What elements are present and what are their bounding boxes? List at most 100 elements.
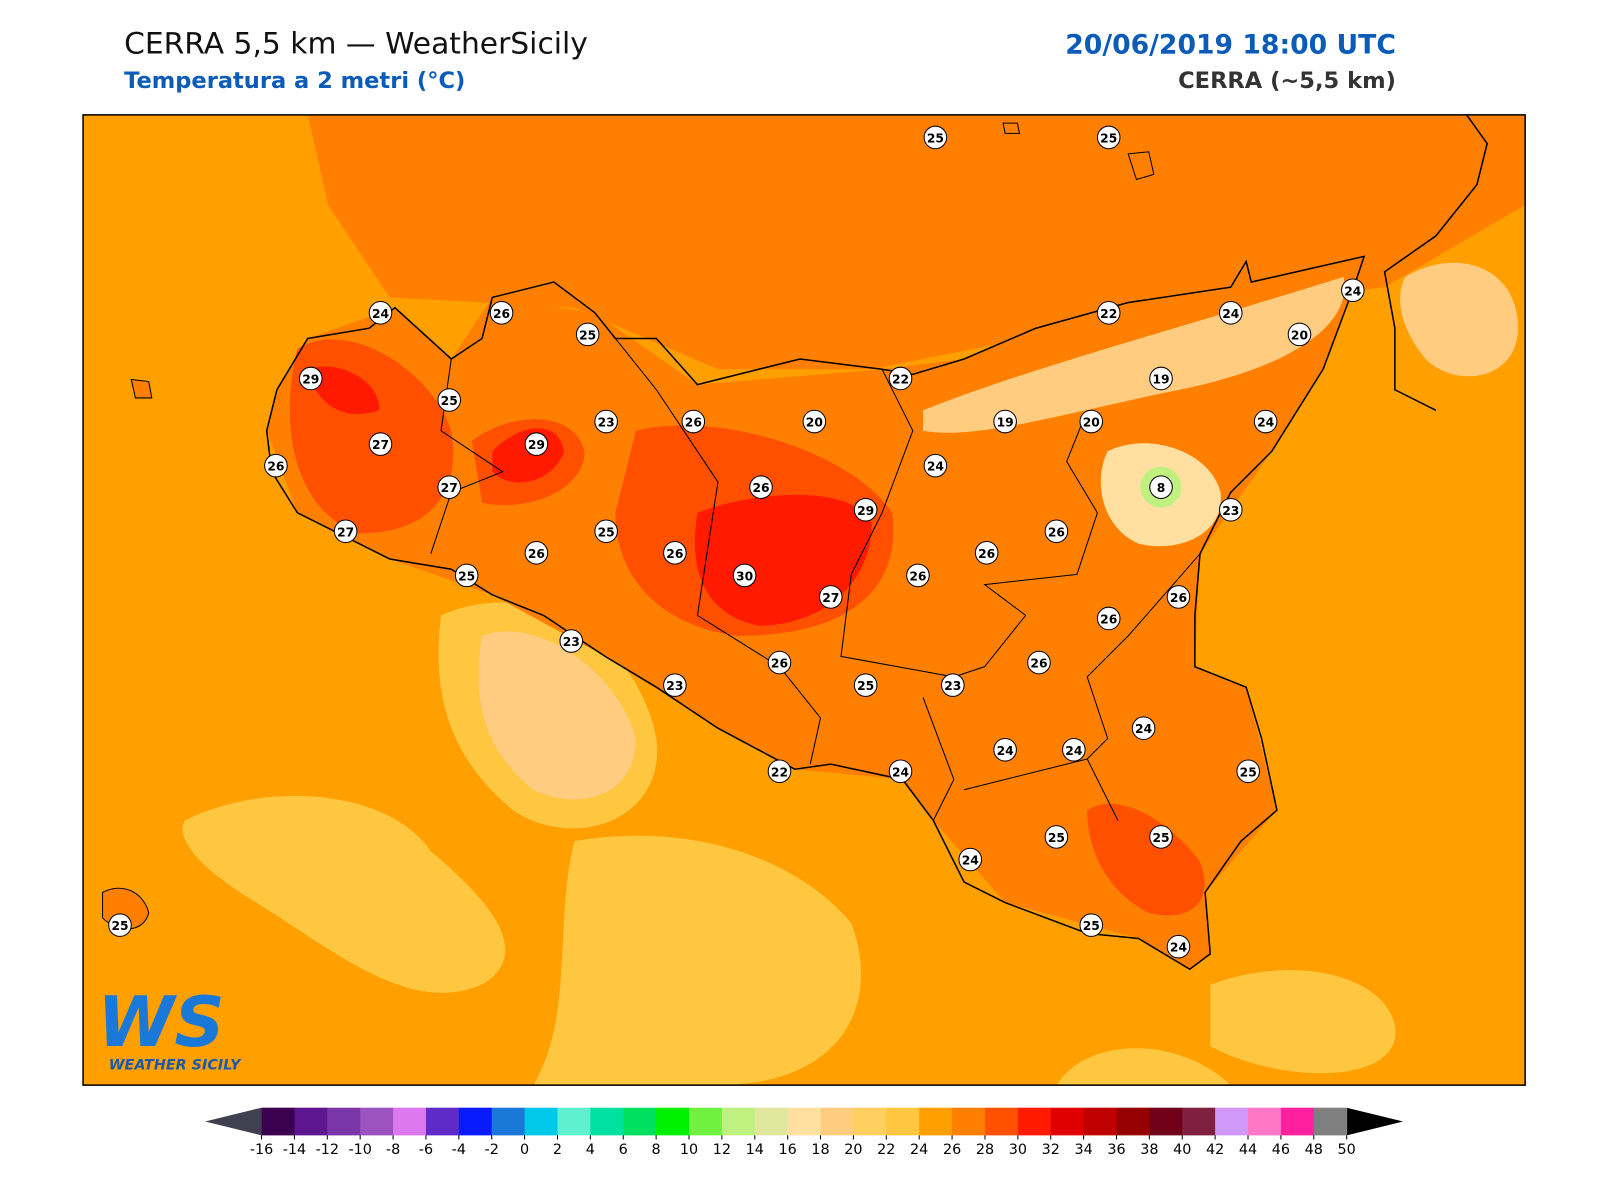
colorbar-bin: [1116, 1107, 1150, 1136]
colorbar-tick-label: -14: [283, 1142, 306, 1158]
station-marker: [489, 301, 514, 325]
colorbar-tick-label: -6: [419, 1142, 433, 1158]
station-marker: [1149, 475, 1173, 499]
station-marker: [663, 673, 687, 697]
map: [83, 114, 1526, 1086]
colorbar-tick-label: 8: [652, 1142, 661, 1158]
station-value: 26: [267, 460, 284, 474]
station-value: 25: [1083, 919, 1100, 933]
coastline: [1383, 114, 1489, 411]
station-value: 26: [978, 547, 995, 561]
station-marker: [264, 453, 288, 478]
colorbar-bin: [360, 1107, 394, 1136]
colorbar-bin: [919, 1107, 953, 1136]
colorbar-tick-label: 40: [1173, 1142, 1191, 1158]
colorbar-bin: [590, 1107, 624, 1136]
station-marker: [1341, 278, 1365, 303]
zone: [307, 366, 872, 626]
station-marker: [1044, 519, 1069, 544]
title: CERRA 5,5 km — WeatherSicily: [124, 26, 588, 61]
station-marker: [1218, 301, 1243, 325]
colorbar-bin: [787, 1107, 822, 1136]
station-marker: [993, 409, 1017, 434]
station-marker: [559, 629, 584, 653]
island: [102, 122, 1155, 930]
colorbar-bin: [1215, 1107, 1249, 1136]
station-marker: [298, 366, 323, 391]
colorbar-tick-label: 36: [1107, 1142, 1125, 1158]
colorbar-bin: [294, 1107, 328, 1136]
colorbar-tick-label: 46: [1272, 1142, 1290, 1158]
station-value: 25: [111, 919, 128, 933]
station-marker: [888, 366, 913, 391]
subtitle: Temperatura a 2 metri (°C): [124, 68, 465, 94]
colorbar-tick-label: 26: [943, 1142, 961, 1158]
station-marker: [1287, 322, 1312, 347]
station-value: 27: [337, 525, 354, 539]
station-value: 25: [1048, 831, 1065, 845]
station-value: 24: [997, 744, 1014, 758]
colorbar-tick-label: 44: [1239, 1142, 1257, 1158]
colorbar-bin: [524, 1107, 558, 1136]
station-value: 24: [1222, 307, 1239, 321]
station-value: 24: [1170, 941, 1187, 955]
station-value: 25: [458, 569, 475, 583]
station-value: 25: [441, 394, 458, 408]
station-marker: [575, 322, 600, 347]
station-value: 19: [997, 416, 1014, 430]
colorbar-tick-label: 28: [976, 1142, 994, 1158]
station-value: 26: [666, 547, 683, 561]
colorbar-bin: [952, 1107, 986, 1136]
station-marker: [1149, 825, 1173, 849]
colorbar-tick-label: 12: [713, 1142, 731, 1158]
station-value: 29: [528, 438, 545, 452]
colorbar-bin: [1280, 1107, 1315, 1136]
station-marker: [1079, 409, 1104, 434]
colorbar-tick-label: 2: [553, 1142, 562, 1158]
station-marker: [1131, 716, 1156, 740]
station-marker: [1096, 606, 1121, 631]
station-value: 24: [1135, 722, 1152, 736]
station-marker: [437, 388, 462, 412]
province-border: [430, 338, 1201, 821]
colorbar-bin: [754, 1107, 789, 1136]
station-marker: [333, 519, 358, 544]
colorbar-tick-label: -4: [452, 1142, 466, 1158]
station-marker: [732, 563, 757, 588]
station-value: 25: [927, 131, 944, 145]
station-value: 22: [892, 372, 909, 386]
colorbar-over: [1346, 1107, 1404, 1136]
station-marker: [958, 847, 983, 872]
station-marker: [1062, 737, 1086, 762]
colorbar-tick-label: -2: [485, 1142, 499, 1158]
colorbar-tick-label: 22: [877, 1142, 895, 1158]
colorbar-bin: [458, 1107, 493, 1136]
colorbar-bin: [689, 1107, 723, 1136]
zone: [1087, 803, 1205, 916]
station-value: 26: [493, 307, 510, 321]
station-marker: [1166, 934, 1191, 959]
station-value: 26: [771, 657, 788, 671]
station-marker: [1079, 913, 1104, 937]
zone: [1400, 262, 1518, 377]
station-value: 20: [1291, 328, 1308, 342]
station-value: 23: [598, 416, 615, 430]
station-marker: [802, 409, 827, 434]
colorbar-bin: [327, 1107, 361, 1136]
station-marker: [993, 737, 1017, 762]
station-value: 19: [1152, 372, 1169, 386]
colorbar-tick-label: 0: [520, 1142, 529, 1158]
station-value: 20: [1083, 416, 1100, 430]
station-value: 22: [771, 765, 788, 779]
station-value: 25: [579, 328, 596, 342]
station-marker: [1253, 409, 1278, 434]
station-marker: [923, 125, 948, 150]
colorbar-bin: [853, 1107, 887, 1136]
colorbar-tick-label: 30: [1009, 1142, 1027, 1158]
station-marker: [1236, 759, 1260, 784]
station-marker: [853, 497, 878, 522]
station-value: 25: [1240, 765, 1257, 779]
station-value: 26: [528, 547, 545, 561]
colorbar-tick-label: 34: [1074, 1142, 1092, 1158]
